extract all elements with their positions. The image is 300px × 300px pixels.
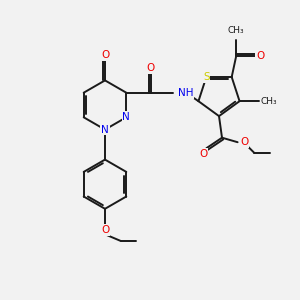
Text: S: S [203, 72, 210, 82]
Text: O: O [199, 148, 208, 159]
Text: O: O [101, 50, 109, 60]
Text: O: O [101, 225, 109, 235]
Text: N: N [101, 124, 109, 135]
Text: O: O [147, 63, 155, 73]
Text: CH₃: CH₃ [260, 97, 277, 106]
Text: O: O [240, 137, 248, 147]
Text: NH: NH [178, 88, 194, 98]
Text: O: O [256, 51, 264, 61]
Text: N: N [122, 112, 130, 122]
Text: CH₃: CH₃ [228, 26, 244, 35]
